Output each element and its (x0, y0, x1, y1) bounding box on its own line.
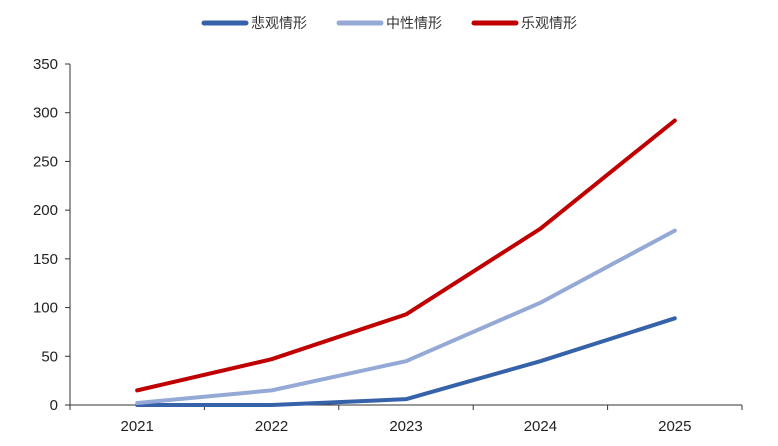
y-tick-label: 150 (33, 251, 58, 268)
legend-label: 乐观情形 (521, 16, 577, 32)
y-tick-label: 350 (33, 56, 58, 73)
series-line-3 (135, 118, 677, 393)
x-tick-label: 2023 (389, 418, 422, 435)
x-axis: 2021 2022 2023 2024 2025 (69, 404, 743, 435)
y-tick-label: 200 (33, 202, 58, 219)
series-line-2 (135, 228, 677, 406)
x-tick-label: 2024 (524, 418, 557, 435)
x-tick-label: 2025 (658, 418, 691, 435)
legend: 悲观情形 中性情形 乐观情形 (201, 15, 577, 32)
x-tick-label: 2021 (121, 418, 154, 435)
y-tick-label: 100 (33, 300, 58, 317)
y-tick-label: 0 (50, 397, 58, 414)
y-tick-label: 250 (33, 153, 58, 170)
legend-label: 中性情形 (386, 16, 442, 32)
y-axis: 0 50 100 150 200 250 300 350 (33, 56, 71, 414)
legend-label: 悲观情形 (251, 15, 307, 32)
plot-lines (135, 118, 677, 407)
y-tick-label: 300 (33, 105, 58, 122)
series-line-1 (135, 316, 677, 407)
y-tick-label: 50 (41, 348, 58, 365)
x-tick-label: 2022 (255, 418, 288, 435)
